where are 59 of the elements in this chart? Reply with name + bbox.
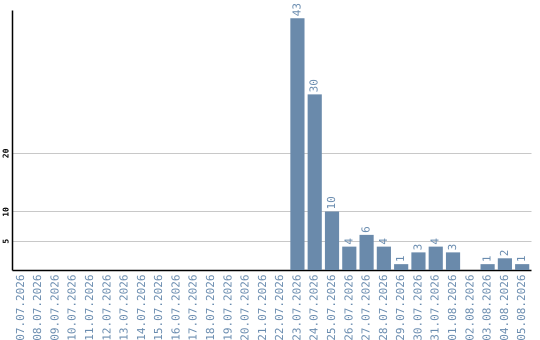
- x-tick-label: 04.08.2026: [498, 274, 511, 340]
- data-label: 30: [308, 79, 321, 92]
- x-tick-label: 01.08.2026: [446, 274, 460, 340]
- data-label: 2: [498, 250, 511, 256]
- bar: [446, 252, 460, 270]
- x-tick-label: 22.07.2026: [273, 274, 286, 340]
- x-tick-label: 25.07.2026: [325, 274, 338, 340]
- data-label: 4: [428, 238, 442, 245]
- x-tick-label: 07.07.2026: [14, 274, 27, 340]
- y-tick-label: 5: [2, 238, 10, 244]
- x-tick-label: 23.07.2026: [290, 274, 304, 340]
- x-tick-label: 16.07.2026: [169, 274, 182, 340]
- y-tick-label: 20: [2, 148, 10, 158]
- data-label: 3: [446, 244, 460, 250]
- bar: [376, 246, 391, 270]
- x-tick-label: 24.07.2026: [308, 274, 321, 340]
- x-tick-label: 31.07.2026: [428, 274, 442, 340]
- x-tick-label: 09.07.2026: [48, 274, 62, 340]
- data-label: 10: [325, 196, 338, 210]
- bar: [360, 234, 374, 270]
- y-tick-label: 10: [2, 206, 10, 217]
- x-tick-label: 19.07.2026: [221, 274, 234, 340]
- data-label: 1: [480, 256, 494, 262]
- bar: [428, 246, 443, 270]
- x-tick-label: 08.07.2026: [31, 274, 44, 340]
- bar: [480, 264, 495, 270]
- x-tick-label: 21.07.2026: [256, 274, 269, 340]
- bar: [290, 18, 305, 270]
- x-tick-label: 18.07.2026: [204, 274, 217, 340]
- bar: [498, 258, 512, 270]
- x-tick-label: 14.07.2026: [134, 274, 148, 340]
- data-label: 1: [515, 256, 528, 262]
- x-tick-label: 13.07.2026: [118, 274, 131, 340]
- x-tick-label: 27.07.2026: [360, 274, 373, 340]
- bar: [342, 246, 356, 270]
- x-tick-label: 05.08.2026: [515, 274, 528, 340]
- x-tick-label: 11.07.2026: [82, 274, 96, 340]
- data-label: 1: [394, 256, 408, 262]
- x-tick-label: 28.07.2026: [376, 274, 390, 340]
- x-tick-label: 30.07.2026: [411, 274, 424, 340]
- bar: [324, 211, 340, 270]
- bar: [308, 94, 322, 270]
- x-tick-label: 12.07.2026: [100, 274, 114, 340]
- x-tick-label: 15.07.2026: [152, 274, 166, 340]
- x-tick-label: 10.07.2026: [66, 274, 79, 340]
- data-label: 4: [376, 238, 390, 245]
- x-tick-label: 02.08.2026: [463, 274, 476, 340]
- data-label: 6: [360, 226, 373, 233]
- x-tick-label: 26.07.2026: [342, 274, 356, 340]
- data-label: 4: [342, 238, 356, 245]
- bar: [515, 264, 530, 270]
- data-label: 43: [290, 2, 304, 16]
- x-tick-label: 17.07.2026: [186, 274, 200, 340]
- x-tick-label: 20.07.2026: [238, 274, 252, 340]
- x-tick-label: 03.08.2026: [480, 274, 494, 340]
- bar: [411, 252, 426, 270]
- x-tick-label: 29.07.2026: [394, 274, 408, 340]
- data-label: 3: [411, 244, 424, 250]
- bar: [394, 264, 408, 270]
